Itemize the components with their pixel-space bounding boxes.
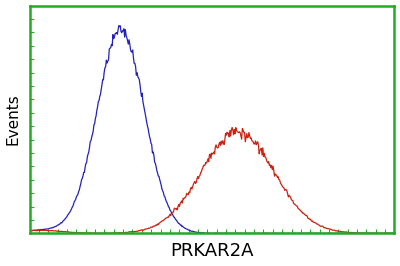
Y-axis label: Events: Events xyxy=(6,94,20,145)
X-axis label: PRKAR2A: PRKAR2A xyxy=(170,242,254,260)
